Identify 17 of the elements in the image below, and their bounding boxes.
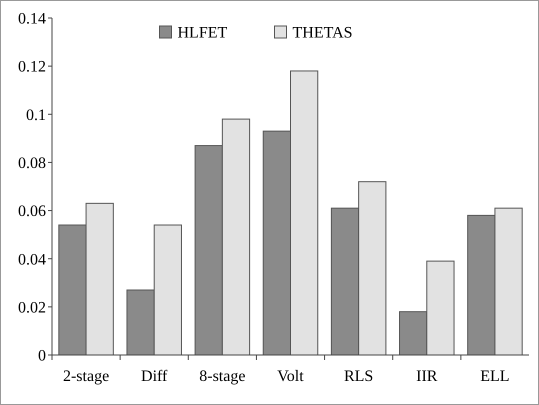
y-tick-label: 0	[38, 348, 46, 365]
x-tick-label: Diff	[141, 368, 168, 385]
x-tick-label: Volt	[277, 368, 304, 385]
y-tick-label: 0.02	[18, 299, 46, 316]
x-tick-label: RLS	[344, 368, 374, 385]
y-tick-label: 0.1	[26, 106, 46, 124]
x-tick-label: ELL	[480, 368, 510, 385]
x-tick-label: 2-stage	[62, 368, 110, 385]
y-tick-label: 0.06	[18, 203, 46, 220]
x-tick-label: IIR	[416, 368, 438, 385]
x-tick-label: 8-stage	[199, 368, 246, 385]
legend-label: THETAS	[292, 24, 353, 42]
y-tick-label: 0.08	[18, 155, 46, 172]
y-tick-label: 0.04	[18, 251, 46, 268]
legend-label: HLFET	[178, 24, 228, 42]
y-tick-label: 0.12	[18, 58, 46, 76]
y-tick-label: 0.14	[18, 10, 46, 28]
